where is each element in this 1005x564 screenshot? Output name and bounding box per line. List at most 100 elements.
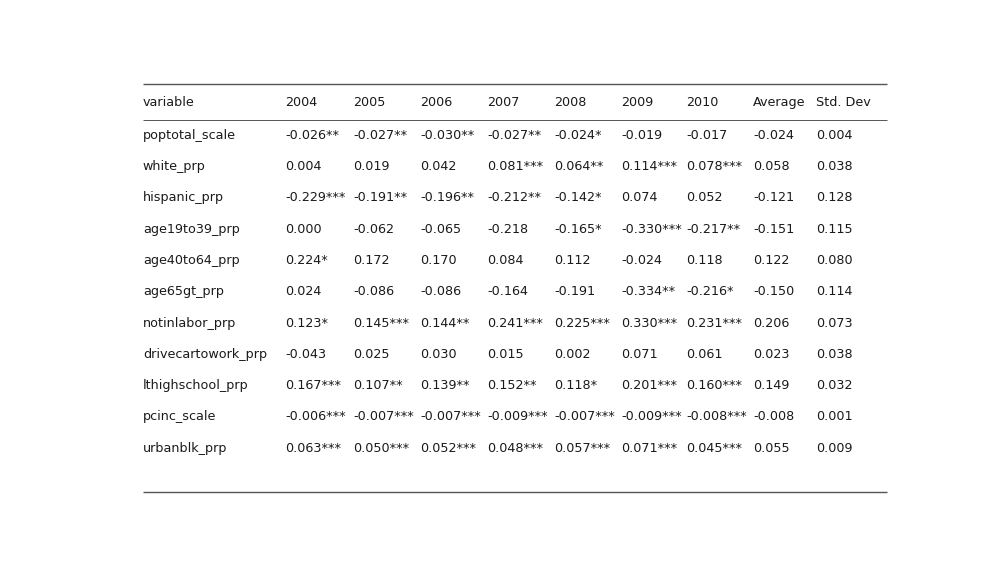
Text: -0.024: -0.024 [621,254,662,267]
Text: 0.114***: 0.114*** [621,160,677,173]
Text: 0.145***: 0.145*** [353,316,409,329]
Text: 0.149: 0.149 [754,379,790,392]
Text: 2010: 2010 [686,96,719,109]
Text: -0.229***: -0.229*** [285,191,346,205]
Text: -0.019: -0.019 [621,129,662,142]
Text: 0.115: 0.115 [816,223,852,236]
Text: 2005: 2005 [353,96,386,109]
Text: -0.008: -0.008 [754,411,795,424]
Text: -0.009***: -0.009*** [487,411,548,424]
Text: 0.123*: 0.123* [285,316,329,329]
Text: 0.118: 0.118 [686,254,723,267]
Text: hispanic_prp: hispanic_prp [143,191,224,205]
Text: variable: variable [143,96,195,109]
Text: 0.172: 0.172 [353,254,390,267]
Text: 0.063***: 0.063*** [285,442,342,455]
Text: -0.006***: -0.006*** [285,411,346,424]
Text: 0.064**: 0.064** [554,160,603,173]
Text: 0.081***: 0.081*** [487,160,543,173]
Text: age65gt_prp: age65gt_prp [143,285,224,298]
Text: 0.074: 0.074 [621,191,657,205]
Text: 2008: 2008 [554,96,586,109]
Text: 0.084: 0.084 [487,254,524,267]
Text: 0.206: 0.206 [754,316,790,329]
Text: 0.152**: 0.152** [487,379,537,392]
Text: poptotal_scale: poptotal_scale [143,129,236,142]
Text: -0.150: -0.150 [754,285,795,298]
Text: 0.038: 0.038 [816,348,852,361]
Text: 0.144**: 0.144** [420,316,469,329]
Text: -0.191: -0.191 [554,285,595,298]
Text: 2006: 2006 [420,96,452,109]
Text: -0.024*: -0.024* [554,129,602,142]
Text: -0.334**: -0.334** [621,285,675,298]
Text: -0.121: -0.121 [754,191,795,205]
Text: -0.027**: -0.027** [353,129,407,142]
Text: -0.043: -0.043 [285,348,327,361]
Text: 0.167***: 0.167*** [285,379,342,392]
Text: 0.000: 0.000 [285,223,322,236]
Text: 0.023: 0.023 [754,348,790,361]
Text: -0.017: -0.017 [686,129,728,142]
Text: 0.055: 0.055 [754,442,790,455]
Text: 0.128: 0.128 [816,191,852,205]
Text: Std. Dev: Std. Dev [816,96,870,109]
Text: 2007: 2007 [487,96,520,109]
Text: -0.191**: -0.191** [353,191,407,205]
Text: 0.139**: 0.139** [420,379,469,392]
Text: 0.080: 0.080 [816,254,852,267]
Text: -0.212**: -0.212** [487,191,541,205]
Text: 0.073: 0.073 [816,316,852,329]
Text: 0.024: 0.024 [285,285,322,298]
Text: 0.048***: 0.048*** [487,442,543,455]
Text: 0.225***: 0.225*** [554,316,610,329]
Text: 0.114: 0.114 [816,285,852,298]
Text: 0.330***: 0.330*** [621,316,677,329]
Text: 0.118*: 0.118* [554,379,597,392]
Text: 0.071***: 0.071*** [621,442,677,455]
Text: pcinc_scale: pcinc_scale [143,411,216,424]
Text: -0.030**: -0.030** [420,129,474,142]
Text: -0.024: -0.024 [754,129,794,142]
Text: -0.164: -0.164 [487,285,528,298]
Text: notinlabor_prp: notinlabor_prp [143,316,236,329]
Text: 0.019: 0.019 [353,160,390,173]
Text: 0.241***: 0.241*** [487,316,543,329]
Text: -0.007***: -0.007*** [554,411,615,424]
Text: -0.196**: -0.196** [420,191,474,205]
Text: age40to64_prp: age40to64_prp [143,254,239,267]
Text: Average: Average [754,96,806,109]
Text: 0.052: 0.052 [686,191,723,205]
Text: 0.058: 0.058 [754,160,790,173]
Text: -0.216*: -0.216* [686,285,734,298]
Text: 0.057***: 0.057*** [554,442,610,455]
Text: 0.025: 0.025 [353,348,390,361]
Text: -0.062: -0.062 [353,223,394,236]
Text: white_prp: white_prp [143,160,206,173]
Text: 0.032: 0.032 [816,379,852,392]
Text: 0.015: 0.015 [487,348,524,361]
Text: 0.042: 0.042 [420,160,456,173]
Text: 0.030: 0.030 [420,348,456,361]
Text: 0.224*: 0.224* [285,254,328,267]
Text: drivecartowork_prp: drivecartowork_prp [143,348,267,361]
Text: 0.004: 0.004 [285,160,322,173]
Text: lthighschool_prp: lthighschool_prp [143,379,248,392]
Text: 0.160***: 0.160*** [686,379,743,392]
Text: -0.151: -0.151 [754,223,795,236]
Text: 0.050***: 0.050*** [353,442,409,455]
Text: 0.201***: 0.201*** [621,379,677,392]
Text: 0.112: 0.112 [554,254,591,267]
Text: 0.107**: 0.107** [353,379,403,392]
Text: 0.052***: 0.052*** [420,442,476,455]
Text: 0.170: 0.170 [420,254,456,267]
Text: 0.122: 0.122 [754,254,790,267]
Text: -0.086: -0.086 [420,285,461,298]
Text: 0.045***: 0.045*** [686,442,743,455]
Text: 0.038: 0.038 [816,160,852,173]
Text: 2009: 2009 [621,96,653,109]
Text: -0.065: -0.065 [420,223,461,236]
Text: -0.165*: -0.165* [554,223,602,236]
Text: age19to39_prp: age19to39_prp [143,223,239,236]
Text: -0.009***: -0.009*** [621,411,681,424]
